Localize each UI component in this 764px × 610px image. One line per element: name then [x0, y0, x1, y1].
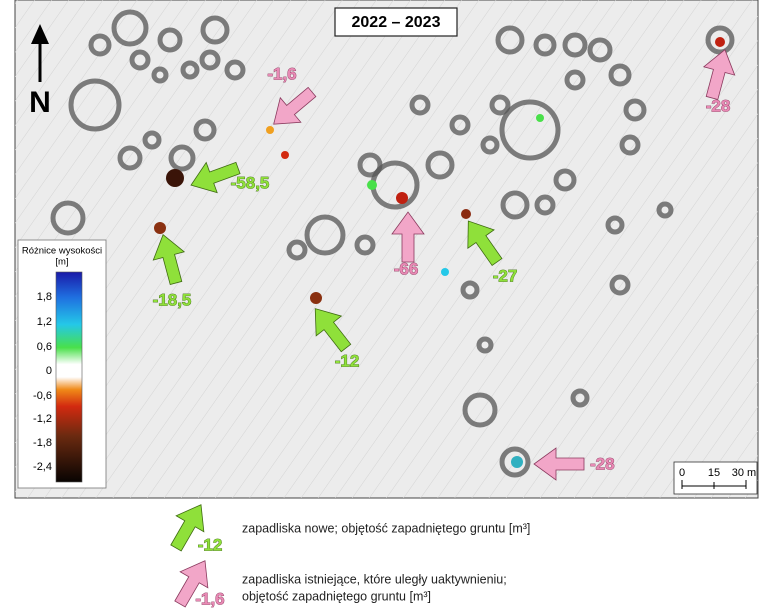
legend-tick: 0	[46, 365, 52, 377]
legend-tick: 1,8	[37, 291, 52, 303]
color-legend: Różnice wysokości [m] 1,8 1,2 0,6 0 -0,6…	[17, 239, 107, 489]
annotation-label: -27	[493, 266, 518, 285]
annotations: -1,6 -58,5 -18,5 -66 -27 -12 -28 -28	[147, 45, 741, 481]
craters	[50, 9, 735, 478]
key-text: objętość zapadniętego gruntu [m³]	[242, 589, 431, 603]
key-text: zapadliska istniejące, które uległy uakt…	[242, 572, 507, 586]
scale-bar: 0 15 30 m	[673, 461, 758, 495]
legend-tick: -1,8	[33, 437, 52, 449]
scale-label: 30 m	[732, 467, 756, 479]
legend-tick: 0,6	[37, 341, 52, 353]
scale-label: 0	[679, 467, 685, 479]
legend-tick: 1,2	[37, 316, 52, 328]
map	[14, 0, 759, 499]
hotspots	[154, 37, 725, 468]
annotation-label: -66	[394, 259, 419, 278]
key-text: zapadliska nowe; objętość zapadniętego g…	[242, 521, 530, 535]
legend-tick: -1,2	[33, 413, 52, 425]
legend-title: Różnice wysokości	[22, 246, 102, 257]
annotation-label: -28	[590, 454, 615, 473]
key-label: -1,6	[195, 589, 224, 608]
annotation-label: -12	[335, 351, 360, 370]
annotation-label: -58,5	[231, 173, 270, 192]
scale-label: 15	[708, 467, 720, 479]
annotation-label: -18,5	[153, 290, 192, 309]
key-label: -12	[198, 535, 223, 554]
annotation-label: -1,6	[267, 64, 296, 83]
north-label: N	[29, 86, 51, 119]
legend-tick: -2,4	[33, 461, 52, 473]
legend-tick: -0,6	[33, 390, 52, 402]
north-arrow: N	[29, 24, 51, 119]
legend-unit: [m]	[55, 257, 68, 268]
title: 2022 – 2023	[352, 14, 441, 31]
annotation-label: -28	[706, 96, 731, 115]
key: -12 zapadliska nowe; objętość zapadnięte…	[161, 496, 530, 610]
title-box: 2022 – 2023	[334, 7, 458, 37]
